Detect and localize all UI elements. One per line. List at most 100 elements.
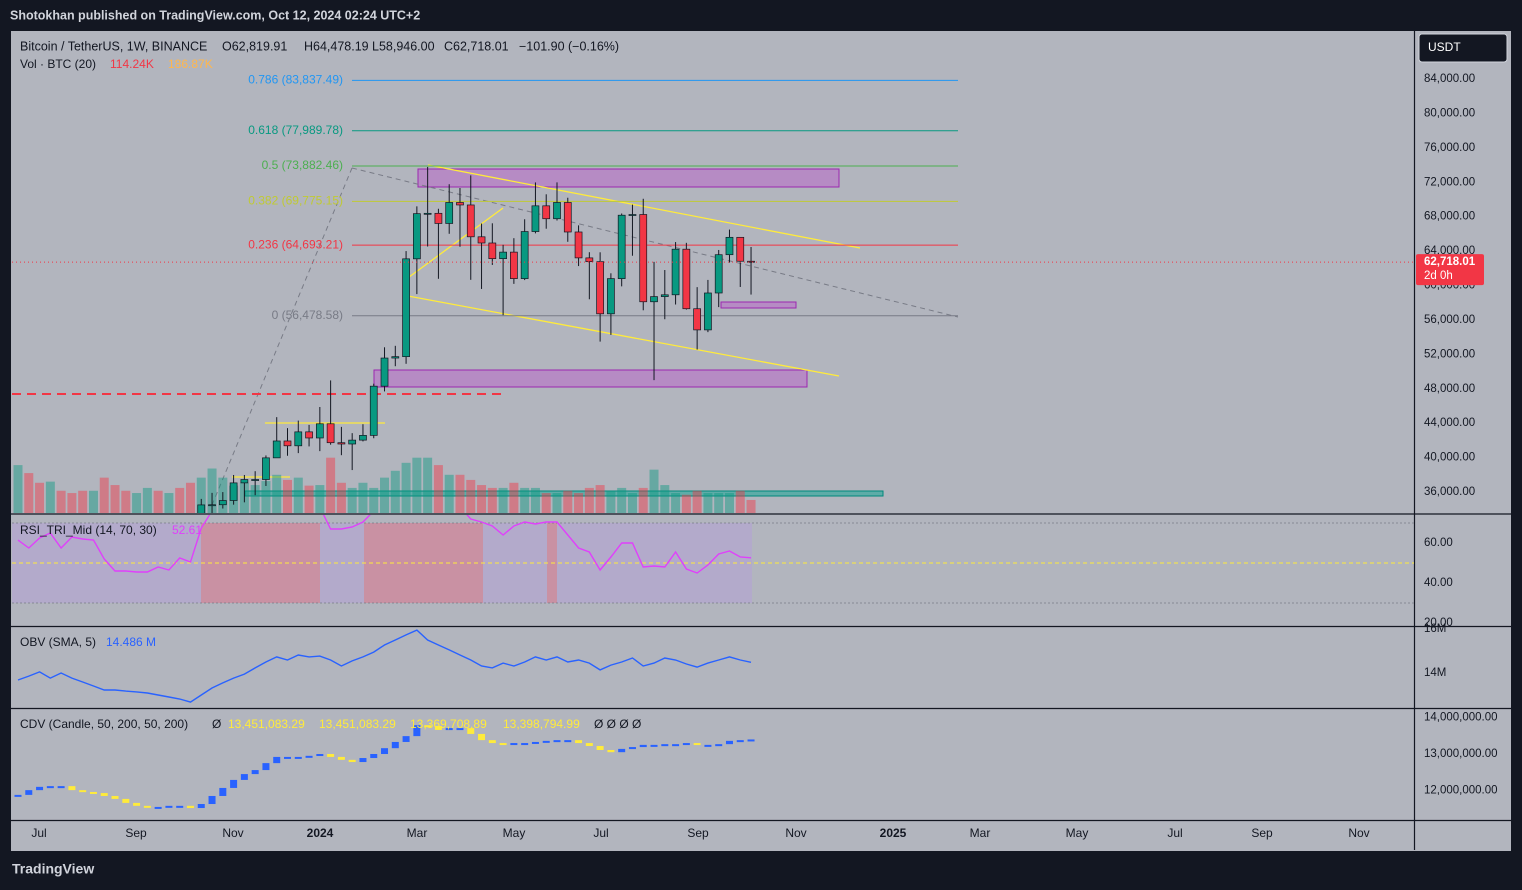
volume-bar — [369, 487, 379, 513]
candle-body — [262, 457, 270, 480]
currency[interactable]: USDT — [1428, 40, 1461, 54]
y-tick-label: 80,000.00 — [1424, 107, 1475, 119]
currency-button[interactable] — [1418, 33, 1508, 63]
candle-body — [380, 357, 389, 387]
volume-bar — [35, 482, 45, 513]
y-tick-label: 48,000.00 — [1424, 383, 1475, 395]
rsi-value: 52.61 — [172, 523, 202, 537]
candle-body — [197, 504, 206, 513]
volume-bar — [584, 487, 594, 513]
chart-area — [11, 31, 1511, 851]
y-tick-label: 84,000.00 — [1424, 73, 1475, 85]
cdv-candle — [585, 743, 593, 746]
candle-body — [499, 251, 507, 260]
candle-body — [704, 292, 712, 331]
candle-body — [714, 254, 723, 294]
volume-bar — [358, 482, 368, 513]
volume-bar — [541, 493, 551, 513]
candle-body — [208, 504, 216, 507]
cdv-candle — [704, 744, 712, 747]
y-tick-label: 72,000.00 — [1424, 176, 1475, 188]
volume-bar — [509, 482, 519, 513]
cdv-candle — [402, 736, 410, 742]
volume-bar — [401, 462, 411, 513]
cdv-candle — [542, 740, 550, 743]
volume-bar — [724, 493, 734, 513]
candle-body — [229, 482, 238, 501]
volume-bar — [423, 457, 433, 513]
candle-body — [434, 212, 443, 224]
volume-bar — [477, 485, 487, 513]
candle-body — [510, 251, 518, 279]
cdv-candle — [219, 787, 227, 796]
x-tick-label: Mar — [407, 826, 428, 840]
x-tick-label: Nov — [785, 826, 806, 840]
volume-bar — [444, 474, 454, 513]
cdv-candle — [305, 755, 313, 758]
candle-body — [650, 296, 658, 303]
x-tick-label: Sep — [1251, 826, 1273, 840]
volume-bar — [520, 487, 530, 513]
x-tick-label: May — [503, 826, 526, 840]
cdv-candle — [14, 794, 22, 797]
cdv-candle — [89, 791, 97, 794]
candle-body — [326, 423, 335, 444]
cdv-candle — [273, 756, 281, 764]
candle-body — [682, 248, 691, 310]
candle-body — [337, 442, 346, 445]
candle-body — [359, 435, 367, 441]
cdv-candle — [661, 744, 669, 747]
obv-line — [17, 629, 752, 703]
x-tick-label: Nov — [222, 826, 243, 840]
volume-bar — [67, 493, 77, 513]
cdv-value: Ø — [212, 717, 221, 731]
cdv-candle — [197, 804, 205, 809]
last-price: 62,718.01 — [1424, 256, 1476, 268]
fib-label: 0.786 (83,837.49) — [248, 73, 343, 87]
volume-bar — [498, 487, 508, 513]
volume-bar — [88, 490, 98, 513]
cdv-candle — [672, 744, 680, 747]
volume-bar — [261, 481, 271, 513]
cdv-candle — [370, 754, 378, 759]
y-tick-label: 40.00 — [1424, 577, 1453, 589]
y-tick-label: 12,000,000.00 — [1424, 785, 1498, 797]
cdv-candle — [284, 756, 291, 759]
cdv-candle — [715, 744, 723, 747]
volume-bar — [671, 493, 681, 513]
volume-bar — [153, 490, 163, 513]
cdv-candle — [575, 740, 583, 744]
volume-bar — [13, 465, 23, 513]
x-tick-label: Sep — [687, 826, 709, 840]
volume-bar — [638, 487, 648, 513]
fib-label: 0.236 (64,693.21) — [248, 237, 343, 251]
fib-label: 0.5 (73,882.46) — [262, 158, 343, 172]
candle-body — [693, 308, 701, 331]
volume-bar — [175, 487, 185, 513]
cdv-candle — [736, 740, 744, 743]
publisher: Shotokhan published on TradingView.com, … — [10, 8, 420, 22]
candle-body — [402, 258, 410, 358]
volume-bar — [142, 487, 152, 513]
candle-body — [251, 479, 260, 481]
volume-bar — [617, 487, 627, 513]
candle-body — [725, 236, 734, 256]
cdv-candle — [434, 725, 442, 730]
cdv-value: 13,369,708.89 — [410, 717, 487, 731]
rsi-line — [17, 515, 752, 574]
candle-body — [542, 205, 551, 220]
legend-symbol: Bitcoin / TetherUS, 1W, BINANCE — [20, 39, 207, 53]
cdv-candle — [100, 793, 108, 796]
candle-body — [369, 385, 378, 436]
x-tick-label: Jul — [593, 826, 608, 840]
volume-bar — [164, 493, 174, 513]
cdv-candle — [682, 743, 690, 746]
volume-bar — [56, 490, 66, 513]
brand: TradingView — [12, 861, 94, 877]
candle-body — [466, 204, 475, 238]
volume-bar — [627, 493, 637, 513]
cdv-candle — [165, 805, 173, 808]
candle-body — [596, 261, 604, 315]
cdv-candle — [240, 774, 248, 780]
